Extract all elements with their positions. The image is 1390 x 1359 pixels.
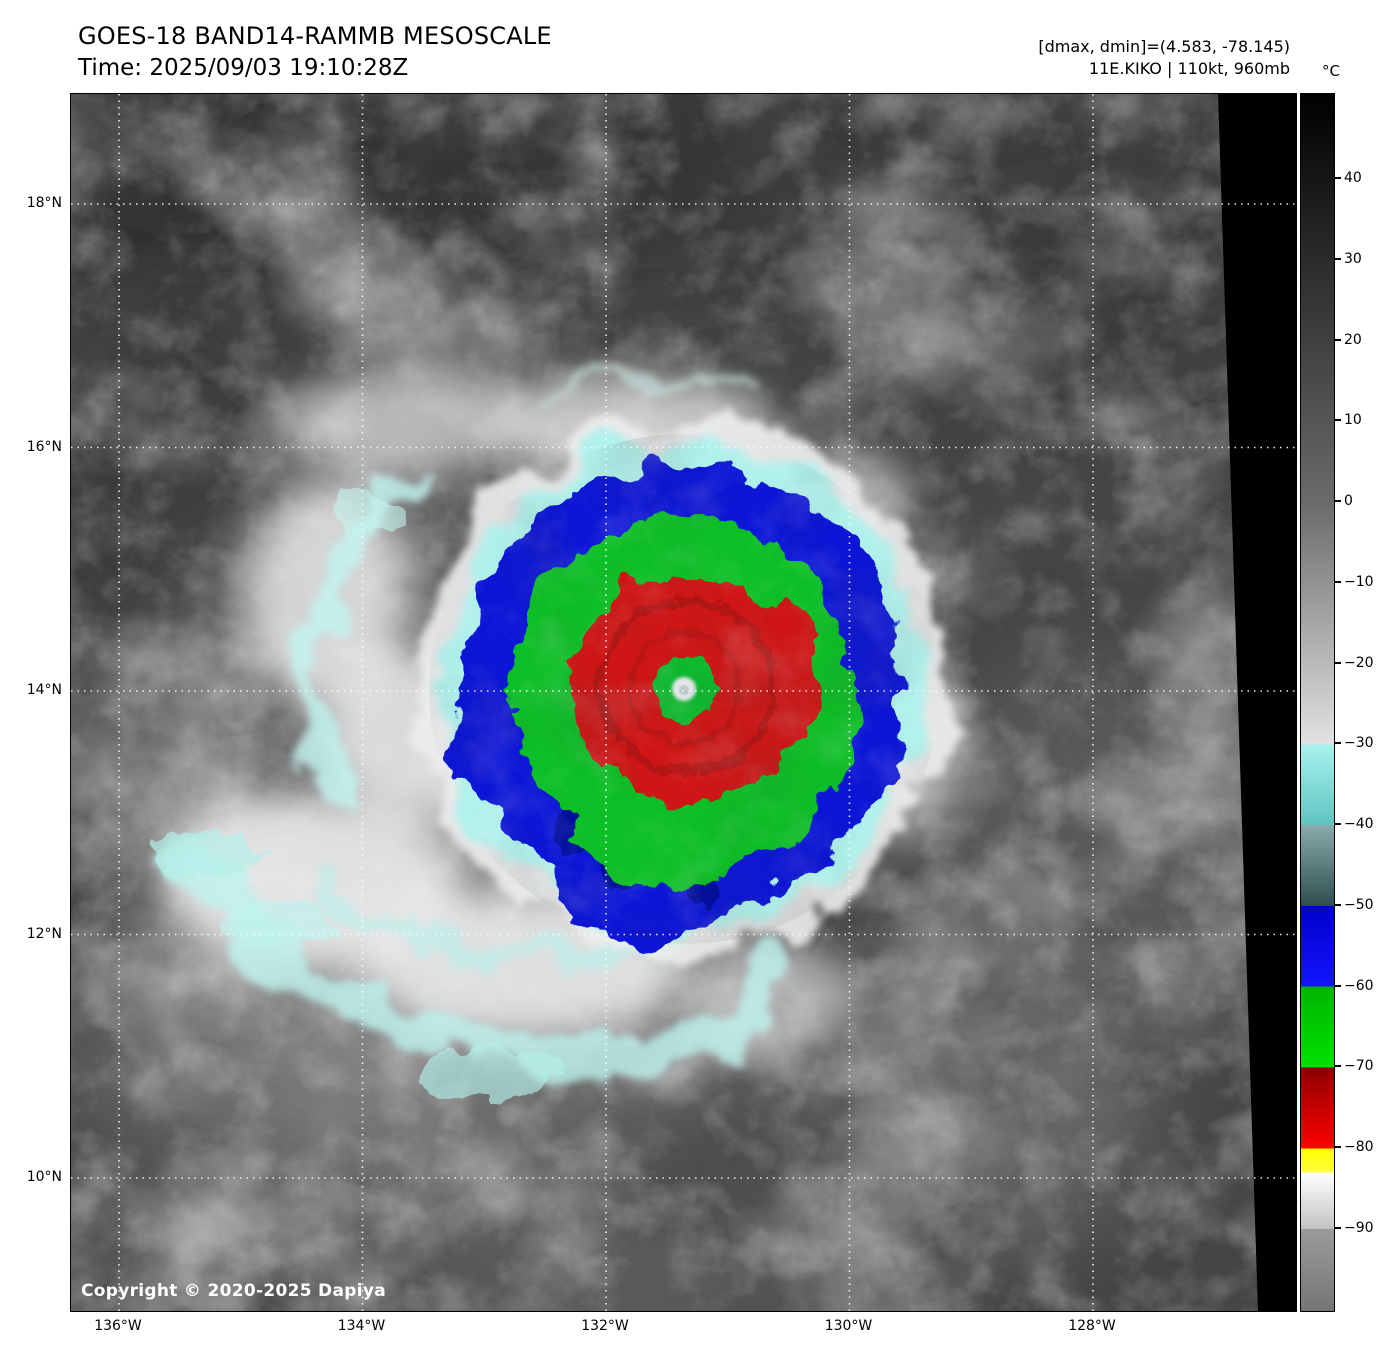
colorbar-tick-label: 30: [1344, 250, 1362, 267]
satellite-image: [71, 94, 1296, 1311]
lon-tick-label: 132°W: [581, 1318, 629, 1334]
colorbar-tick-label: 0: [1344, 493, 1353, 510]
colorbar-tick-label: −70: [1344, 1058, 1374, 1075]
colorbar-tick-label: −50: [1344, 896, 1374, 913]
lon-tick-label: 128°W: [1068, 1318, 1116, 1334]
colorbar-tick-label: −60: [1344, 977, 1374, 994]
colorbar-tick-label: 20: [1344, 331, 1362, 348]
colorbar-tick-label: −90: [1344, 1220, 1374, 1236]
colorbar-tickmark: [1335, 257, 1341, 260]
dmax-dmin-label: [dmax, dmin]=(4.583, -78.145): [1038, 37, 1290, 56]
colorbar-tick-label: −20: [1344, 654, 1374, 671]
colorbar-tickmark: [1335, 984, 1341, 987]
colorbar-tickmark: [1335, 903, 1341, 906]
colorbar-tick-label: 40: [1344, 170, 1362, 186]
colorbar-tickmark: [1335, 1065, 1341, 1068]
colorbar-tickmark: [1335, 177, 1341, 179]
colorbar-tickmark: [1335, 1227, 1341, 1229]
colorbar-tick-label: −10: [1344, 573, 1374, 590]
colorbar-tickmark: [1335, 1146, 1341, 1149]
core-cloud-texture: [429, 434, 939, 944]
lon-tick-label: 134°W: [337, 1318, 386, 1334]
lat-tick-label: 16°N: [26, 438, 62, 455]
colorbar-unit-label: °C: [1322, 62, 1340, 80]
colorbar-tickmark: [1335, 338, 1341, 341]
colorbar-tickmark: [1335, 742, 1341, 745]
colorbar-tickmark: [1335, 500, 1341, 503]
satellite-map: Copyright © 2020-2025 Dapiya: [70, 93, 1297, 1312]
cyan-cloud-patches: [151, 494, 566, 1098]
time-label: Time: 2025/09/03 19:10:28Z: [78, 55, 409, 81]
colorbar-tick-label: 10: [1344, 412, 1362, 429]
header-right: [dmax, dmin]=(4.583, -78.145) 11E.KIKO |…: [1038, 36, 1290, 80]
lat-tick-label: 10°N: [26, 1169, 62, 1185]
colorbar-gradient: [1301, 94, 1334, 1311]
colorbar-tickmark: [1335, 823, 1341, 826]
colorbar-tickmark: [1335, 661, 1341, 664]
grid-lines: [71, 94, 1296, 1311]
copyright-label: Copyright © 2020-2025 Dapiya: [81, 1281, 386, 1301]
lon-tick-label: 130°W: [824, 1318, 873, 1334]
colorbar-tick-label: −30: [1344, 735, 1374, 752]
page-title: GOES-18 BAND14-RAMMB MESOSCALE: [78, 22, 552, 50]
colorbar-tickmark: [1335, 580, 1341, 583]
colorbar-tickmark: [1335, 419, 1341, 422]
colorbar-tick-label: −40: [1344, 816, 1374, 833]
scan-edge-wedge: [1218, 94, 1296, 1311]
lon-tick-label: 136°W: [94, 1318, 142, 1334]
storm-info-label: 11E.KIKO | 110kt, 960mb: [1088, 59, 1290, 78]
lat-tick-label: 18°N: [26, 195, 62, 211]
header-left: GOES-18 BAND14-RAMMB MESOSCALE Time: 202…: [78, 22, 552, 81]
colorbar: [1300, 93, 1335, 1312]
colorbar-tick-label: −80: [1344, 1139, 1374, 1156]
lat-tick-label: 12°N: [26, 925, 62, 942]
lat-tick-label: 14°N: [26, 682, 62, 698]
